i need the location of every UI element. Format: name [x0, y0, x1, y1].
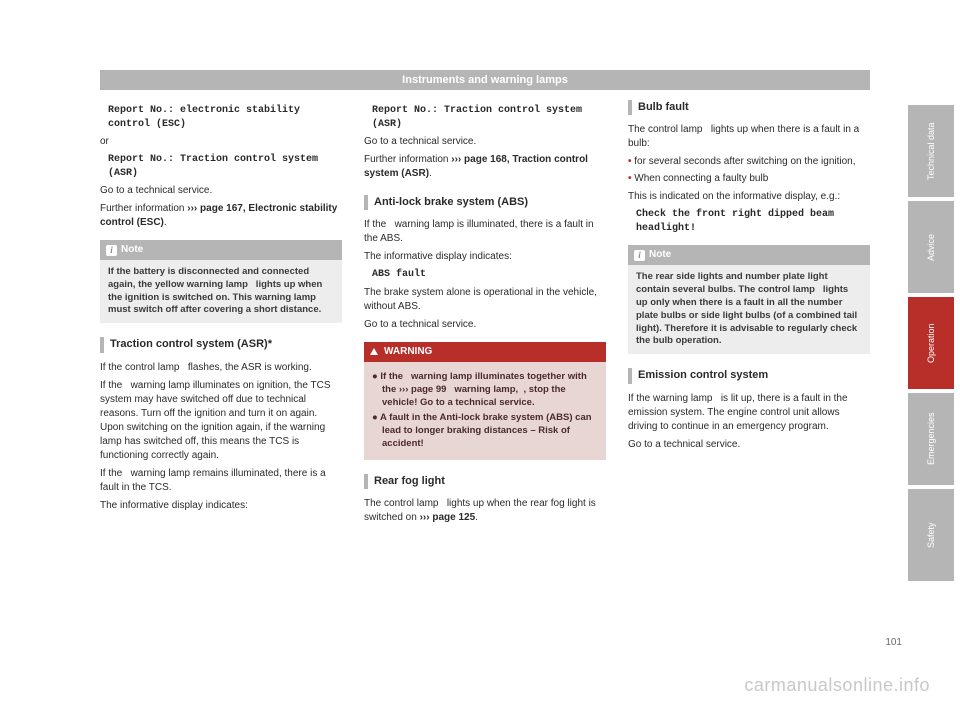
body-text: If the warning lamp illuminates on ignit…	[100, 379, 342, 463]
display-message: Report No.: Traction control system (ASR…	[372, 104, 606, 131]
bullet-list: for several seconds after switching on t…	[628, 155, 870, 186]
further-info-text: Further information ››› page 167, Electr…	[100, 202, 342, 230]
column-3: Bulb fault The control lamp lights up wh…	[628, 100, 870, 529]
page-content: Instruments and warning lamps Report No.…	[100, 70, 870, 650]
text-columns: Report No.: electronic stability control…	[100, 100, 870, 529]
page-reference: ››› page 125	[420, 512, 476, 523]
page-number: 101	[885, 637, 902, 648]
body-text: The control lamp lights up when there is…	[628, 123, 870, 151]
list-item: When connecting a faulty bulb	[628, 172, 870, 186]
info-icon: i	[634, 250, 645, 261]
body-text: If the warning lamp remains illuminated,…	[100, 467, 342, 495]
note-box: i Note If the battery is disconnected an…	[100, 240, 342, 323]
warning-box: WARNING ● If the warning lamp illuminate…	[364, 342, 606, 460]
text-segment: The control lamp lights up when the rear…	[364, 498, 596, 523]
section-heading-rear-fog: Rear fog light	[364, 474, 606, 489]
body-text: The brake system alone is operational in…	[364, 286, 606, 314]
warning-bullet: ● If the warning lamp illuminates togeth…	[372, 371, 598, 409]
body-text: If the warning lamp is lit up, there is …	[628, 392, 870, 434]
goto-service-text: Go to a technical service.	[364, 318, 606, 332]
text-segment: Further information	[100, 203, 187, 214]
goto-service-text: Go to a technical service.	[628, 438, 870, 452]
note-header: i Note	[100, 240, 342, 260]
display-message: Report No.: electronic stability control…	[108, 104, 342, 131]
body-text: If the control lamp flashes, the ASR is …	[100, 361, 342, 375]
tab-operation[interactable]: Operation	[908, 297, 954, 389]
note-label: Note	[649, 248, 671, 262]
text-segment: .	[164, 217, 167, 228]
warning-triangle-icon	[370, 348, 378, 355]
text-segment: .	[429, 168, 432, 179]
watermark: carmanualsonline.info	[744, 675, 930, 696]
further-info-text: Further information ››› page 168, Tracti…	[364, 153, 606, 181]
section-heading-bulb-fault: Bulb fault	[628, 100, 870, 115]
note-label: Note	[121, 243, 143, 257]
warning-body: ● If the warning lamp illuminates togeth…	[364, 362, 606, 460]
tab-technical-data[interactable]: Technical data	[908, 105, 954, 197]
note-body: The rear side lights and number plate li…	[628, 265, 870, 354]
section-heading-emission: Emission control system	[628, 368, 870, 383]
display-message: Report No.: Traction control system (ASR…	[108, 153, 342, 180]
text-segment: .	[475, 512, 478, 523]
list-item: for several seconds after switching on t…	[628, 155, 870, 169]
warning-header: WARNING	[364, 342, 606, 362]
note-body: If the battery is disconnected and conne…	[100, 260, 342, 323]
display-message: Check the front right dipped beam headli…	[636, 208, 870, 235]
body-text: The control lamp lights up when the rear…	[364, 497, 606, 525]
body-text: If the warning lamp is illuminated, ther…	[364, 218, 606, 246]
text-or: or	[100, 135, 342, 149]
chapter-title-bar: Instruments and warning lamps	[100, 70, 870, 90]
body-text: This is indicated on the informative dis…	[628, 190, 870, 204]
goto-service-text: Go to a technical service.	[100, 184, 342, 198]
info-icon: i	[106, 245, 117, 256]
body-text: The informative display indicates:	[100, 499, 342, 513]
body-text: The informative display indicates:	[364, 250, 606, 264]
tab-safety[interactable]: Safety	[908, 489, 954, 581]
section-heading-traction: Traction control system (ASR)*	[100, 337, 342, 352]
section-heading-abs: Anti-lock brake system (ABS)	[364, 195, 606, 210]
warning-bullet: ● A fault in the Anti-lock brake system …	[372, 412, 598, 450]
tab-advice[interactable]: Advice	[908, 201, 954, 293]
text-segment: Further information	[364, 154, 451, 165]
warning-label: WARNING	[384, 345, 432, 359]
side-tabs: Technical data Advice Operation Emergenc…	[908, 105, 954, 581]
tab-emergencies[interactable]: Emergencies	[908, 393, 954, 485]
note-box: i Note The rear side lights and number p…	[628, 245, 870, 354]
column-2: Report No.: Traction control system (ASR…	[364, 100, 606, 529]
note-header: i Note	[628, 245, 870, 265]
display-message: ABS fault	[372, 268, 606, 282]
goto-service-text: Go to a technical service.	[364, 135, 606, 149]
column-1: Report No.: electronic stability control…	[100, 100, 342, 529]
